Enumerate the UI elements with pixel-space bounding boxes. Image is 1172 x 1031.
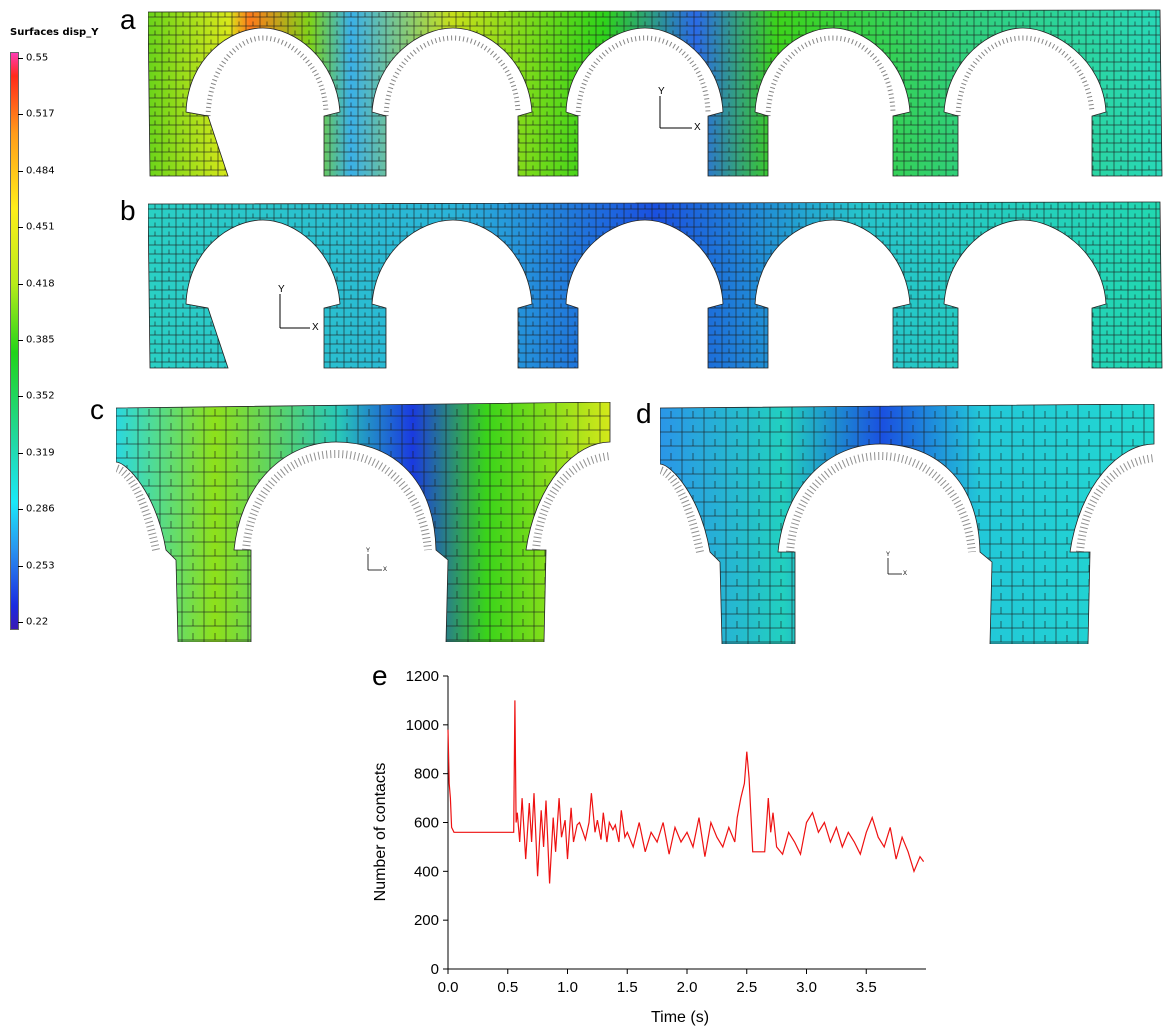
y-tick-label: 1200 <box>406 668 439 685</box>
y-axis-label: Number of contacts <box>372 763 389 902</box>
legend-tick-label: 0.22 <box>26 616 49 628</box>
x-tick-label: 0.5 <box>497 979 518 996</box>
contacts-line-chart: 0.0 0.5 1.0 1.5 2.0 2.5 3.0 3.5 0 200 400 600 800 100… <box>372 668 926 1026</box>
axis-y-label-c: Y <box>366 548 370 554</box>
legend-tick-label: 0.451 <box>26 221 55 233</box>
axis-y-label-d: Y <box>886 552 890 558</box>
axis-x-label-a: X <box>694 122 701 133</box>
aqueduct-panel-a: Y X <box>148 9 1163 177</box>
legend-tick-label: 0.517 <box>26 108 55 120</box>
y-tick-label: 0 <box>431 961 439 978</box>
legend-tick-mark <box>18 452 23 454</box>
aqueduct-panel-b: Y X <box>148 201 1163 369</box>
x-tick-label: 3.5 <box>856 979 877 996</box>
x-tick-label: 2.5 <box>736 979 757 996</box>
legend-tick-mark <box>18 622 23 623</box>
y-tick-label: 1000 <box>406 717 439 734</box>
aqueduct-panel-d: Y X <box>660 404 1155 644</box>
axes-triad-c: Y X <box>366 548 387 573</box>
x-tick-label: 0.0 <box>438 979 459 996</box>
legend-tick-mark <box>18 114 23 116</box>
legend-tick-mark <box>18 227 23 229</box>
panel-label-b: b <box>120 195 136 226</box>
y-tick-label: 800 <box>414 766 439 783</box>
y-tick-label: 400 <box>414 863 439 880</box>
axis-y-label-a: Y <box>658 86 665 97</box>
legend-tick-label: 0.55 <box>26 52 49 64</box>
x-tick-label: 3.0 <box>796 979 817 996</box>
legend-tick-label: 0.418 <box>26 278 55 290</box>
chart-plot-frame <box>447 676 926 970</box>
legend-tick-label: 0.484 <box>26 165 55 177</box>
legend-tick-mark <box>18 509 23 511</box>
chart-ticks: 0.0 0.5 1.0 1.5 2.0 2.5 3.0 3.5 0 200 400 600 800 100… <box>406 668 877 996</box>
legend-tick-mark <box>18 283 23 285</box>
legend-title: Surfaces disp_Y <box>10 27 99 38</box>
axes-triad-b: Y X <box>278 284 319 333</box>
legend-tick-label: 0.352 <box>26 390 55 402</box>
axes-triad-d: Y X <box>886 552 907 577</box>
x-tick-label: 2.0 <box>677 979 698 996</box>
axis-y-label-b: Y <box>278 284 285 295</box>
chart-series <box>447 700 925 884</box>
panel-label-c: c <box>90 394 104 425</box>
panel-label-e: e <box>372 660 388 691</box>
legend-tick-mark <box>18 340 23 341</box>
x-tick-label: 1.0 <box>557 979 578 996</box>
axis-x-label-d: X <box>903 571 907 577</box>
legend-tick-mark <box>18 58 23 59</box>
axes-triad-a: Y X <box>658 86 701 133</box>
panel-label-d: d <box>636 398 652 429</box>
legend-tick-label: 0.319 <box>26 447 55 459</box>
legend-tick-label: 0.385 <box>26 334 55 346</box>
axis-x-label-c: X <box>383 567 387 573</box>
color-scale-bar <box>10 52 19 630</box>
aqueduct-panel-c: Y X <box>116 402 611 642</box>
legend-tick-label: 0.253 <box>26 560 55 572</box>
y-tick-label: 600 <box>414 815 439 832</box>
contacts-series-line <box>447 700 925 884</box>
panel-label-a: a <box>120 4 136 35</box>
y-tick-label: 200 <box>414 912 439 929</box>
legend-tick-mark <box>18 396 23 398</box>
legend-tick-mark <box>18 170 23 172</box>
axis-x-label-b: X <box>312 322 319 333</box>
legend-tick-label: 0.286 <box>26 503 55 515</box>
x-tick-label: 1.5 <box>617 979 638 996</box>
legend-tick-mark <box>18 565 23 567</box>
x-axis-label: Time (s) <box>651 1009 709 1026</box>
